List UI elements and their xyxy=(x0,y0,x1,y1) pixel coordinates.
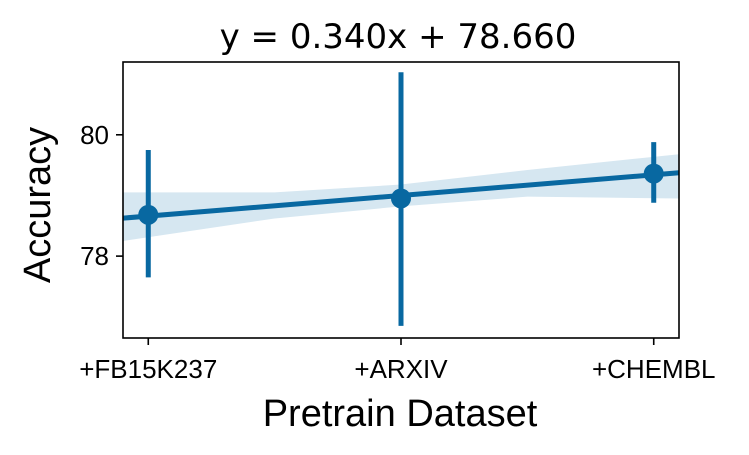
y-axis-ticks: 78 80 xyxy=(80,120,123,271)
data-point-1 xyxy=(391,188,411,209)
chart-title: y = 0.340x + 78.660 xyxy=(220,17,577,57)
x-tick-label-2: +CHEMBL xyxy=(592,354,716,384)
data-point-0 xyxy=(138,204,159,225)
data-point-2 xyxy=(643,163,664,184)
plot-area xyxy=(122,61,680,339)
data-marks xyxy=(138,72,664,326)
x-axis-ticks: +FB15K237 +ARXIV +CHEMBL xyxy=(79,338,716,384)
x-tick-label-0: +FB15K237 xyxy=(79,354,217,384)
y-tick-label-1: 80 xyxy=(80,120,109,150)
y-tick-label-0: 78 xyxy=(80,241,109,271)
x-tick-label-1: +ARXIV xyxy=(354,354,448,384)
y-axis-label: Accuracy xyxy=(17,127,59,283)
x-axis-label: Pretrain Dataset xyxy=(263,393,538,435)
